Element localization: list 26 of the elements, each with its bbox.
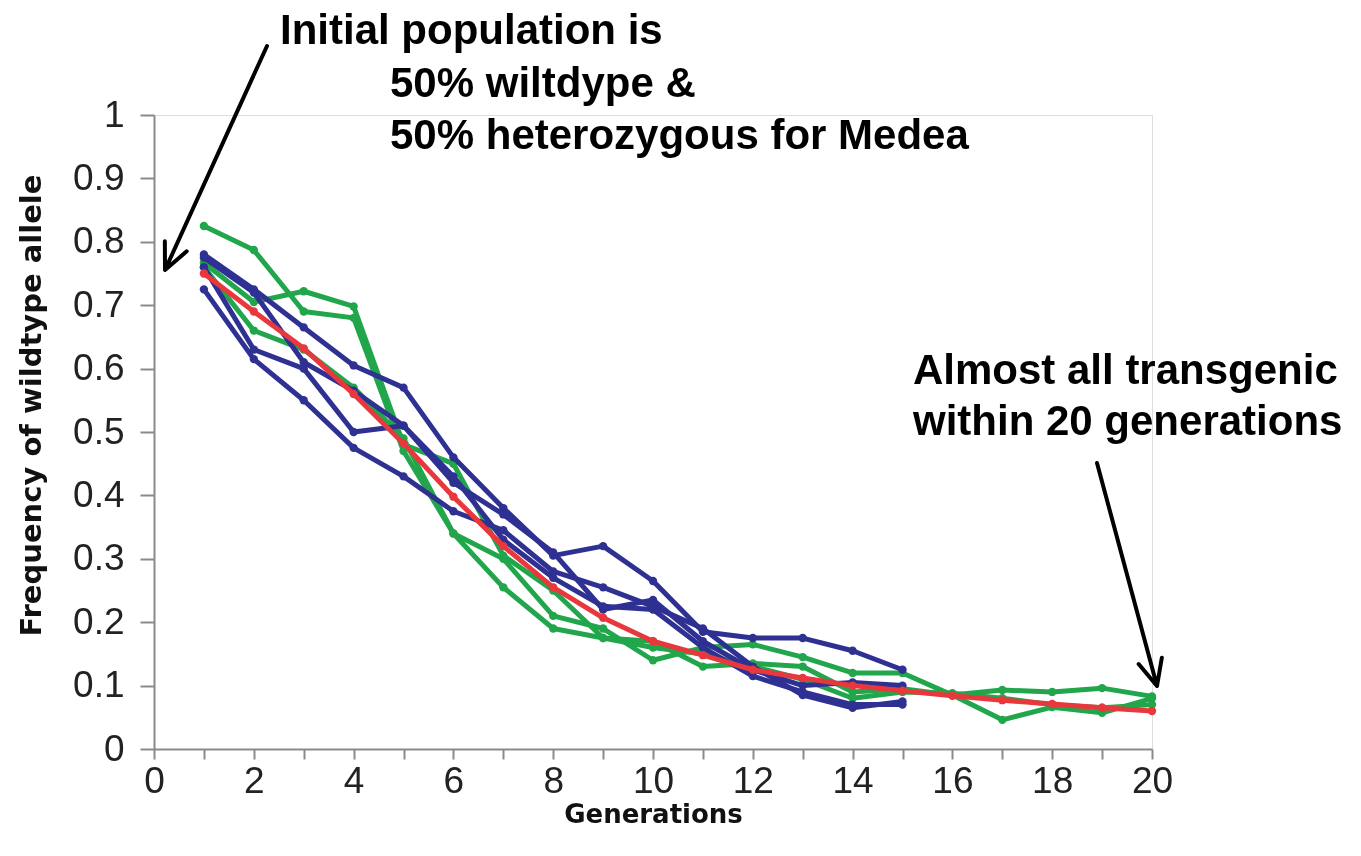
x-tick-label: 2	[244, 759, 265, 801]
x-tick-label: 18	[1032, 759, 1074, 801]
y-tick-label: 0.6	[73, 347, 125, 389]
x-tick-label: 4	[343, 759, 365, 801]
y-tick-label: 0.7	[73, 283, 125, 325]
y-tick-label: 1	[103, 93, 125, 135]
y-tick-label: 0.4	[73, 473, 125, 515]
x-tick-label: 20	[1131, 759, 1174, 801]
x-tick-label: 8	[543, 759, 564, 801]
annotation: Initial population is 50% wiltdype & 50% heterozygous for Medea	[280, 6, 970, 158]
y-tick-label: 0	[103, 727, 125, 769]
y-axis-title: Frequency of wildtype allele	[14, 174, 49, 637]
y-tick-label: 0.8	[73, 220, 125, 262]
y-tick-label: 0.3	[73, 537, 125, 579]
y-tick-label: 0.5	[73, 410, 125, 452]
x-tick-label: 14	[832, 759, 874, 801]
y-tick-label: 0.2	[73, 600, 125, 642]
x-tick-label: 6	[443, 759, 465, 801]
x-tick-label: 10	[632, 759, 675, 801]
y-tick-label: 0.9	[73, 156, 125, 198]
x-tick-label: 12	[732, 759, 774, 801]
x-tick-label: 0	[144, 759, 165, 801]
annotation: Almost all transgenic within 20 generations	[912, 346, 1343, 444]
x-axis-title: Generations	[564, 798, 743, 829]
x-tick-label: 16	[932, 759, 974, 801]
y-tick-label: 0.1	[73, 664, 125, 706]
